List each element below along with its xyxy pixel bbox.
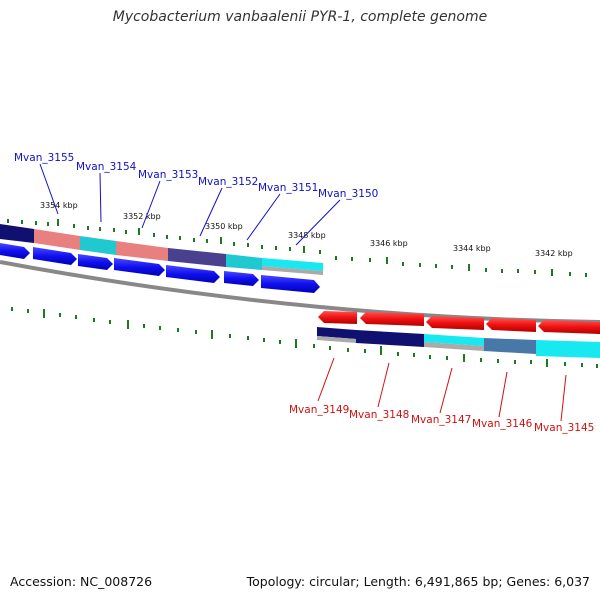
forward-gene-arrow xyxy=(78,254,113,270)
leader-line xyxy=(439,367,453,414)
upper-scale-ticks xyxy=(7,219,587,277)
gene-label-mvan-3153[interactable]: Mvan_3153 xyxy=(138,169,198,181)
scale-label: 3348 kbp xyxy=(288,231,326,240)
scale-label: 3346 kbp xyxy=(370,239,408,248)
leader-line xyxy=(317,357,335,402)
cog-segment xyxy=(356,330,424,347)
gene-label-mvan-3147[interactable]: Mvan_3147 xyxy=(411,414,471,426)
leader-line xyxy=(377,362,390,408)
cog-segment xyxy=(262,266,323,275)
forward-cog-strip xyxy=(0,224,323,275)
scale-label: 3350 kbp xyxy=(205,222,243,231)
cog-segment xyxy=(317,336,356,343)
leader-line xyxy=(498,371,508,418)
leader-line xyxy=(246,193,281,241)
cog-segment xyxy=(168,248,226,267)
cog-segment xyxy=(226,254,262,270)
cog-segment xyxy=(0,224,34,243)
cog-segment xyxy=(536,340,600,358)
cog-segment xyxy=(484,338,536,354)
leader-line xyxy=(560,374,567,422)
leader-line xyxy=(199,187,223,237)
forward-gene-arrow xyxy=(33,247,77,265)
forward-gene-arrow xyxy=(261,275,320,293)
reverse-gene-arrow xyxy=(538,320,600,334)
forward-gene-labels: Mvan_3155 Mvan_3154 Mvan_3153 Mvan_3152 … xyxy=(14,152,378,246)
forward-gene-arrow xyxy=(114,258,165,276)
cog-segment xyxy=(262,258,323,271)
gene-label-mvan-3148[interactable]: Mvan_3148 xyxy=(349,409,409,421)
topology-text: Topology: circular; Length: 6,491,865 bp… xyxy=(246,574,590,589)
gene-label-mvan-3152[interactable]: Mvan_3152 xyxy=(198,176,258,188)
forward-gene-arrows xyxy=(0,243,320,293)
leader-line xyxy=(295,199,341,246)
gene-label-mvan-3151[interactable]: Mvan_3151 xyxy=(258,182,318,194)
scale-label: 3354 kbp xyxy=(40,201,78,210)
cog-segment xyxy=(424,342,484,351)
reverse-cog-strip xyxy=(317,327,600,358)
leader-line xyxy=(141,180,161,229)
cog-segment xyxy=(80,236,116,255)
gene-label-mvan-3150[interactable]: Mvan_3150 xyxy=(318,188,378,200)
scale-label: 3344 kbp xyxy=(453,244,491,253)
gene-label-mvan-3146[interactable]: Mvan_3146 xyxy=(472,418,533,430)
cog-segment xyxy=(317,327,356,339)
cog-segment xyxy=(34,229,80,250)
reverse-gene-labels: Mvan_3149 Mvan_3148 Mvan_3147 Mvan_3146 … xyxy=(289,357,594,434)
forward-gene-arrow xyxy=(0,243,30,259)
gene-label-mvan-3149[interactable]: Mvan_3149 xyxy=(289,404,349,416)
gene-label-mvan-3155[interactable]: Mvan_3155 xyxy=(14,152,74,164)
gene-label-mvan-3154[interactable]: Mvan_3154 xyxy=(76,161,137,173)
forward-gene-arrow xyxy=(166,265,220,283)
reverse-gene-arrow xyxy=(486,318,536,332)
reverse-gene-arrow xyxy=(426,316,484,330)
leader-line xyxy=(99,172,102,223)
reverse-gene-arrows xyxy=(318,311,600,334)
scale-labels: 3354 kbp 3352 kbp 3350 kbp 3348 kbp 3346… xyxy=(40,201,573,258)
reverse-gene-arrow xyxy=(360,312,424,326)
lower-scale-ticks xyxy=(11,307,598,368)
cog-segment xyxy=(116,241,168,261)
gene-label-mvan-3145[interactable]: Mvan_3145 xyxy=(534,422,594,434)
reverse-gene-arrow xyxy=(318,311,357,324)
accession-text: Accession: NC_008726 xyxy=(10,574,153,589)
scale-label: 3352 kbp xyxy=(123,212,161,221)
leader-line xyxy=(39,163,59,215)
map-title: Mycobacterium vanbaalenii PYR-1, complet… xyxy=(112,9,488,25)
forward-gene-arrow xyxy=(224,271,259,286)
scale-label: 3342 kbp xyxy=(535,249,573,258)
